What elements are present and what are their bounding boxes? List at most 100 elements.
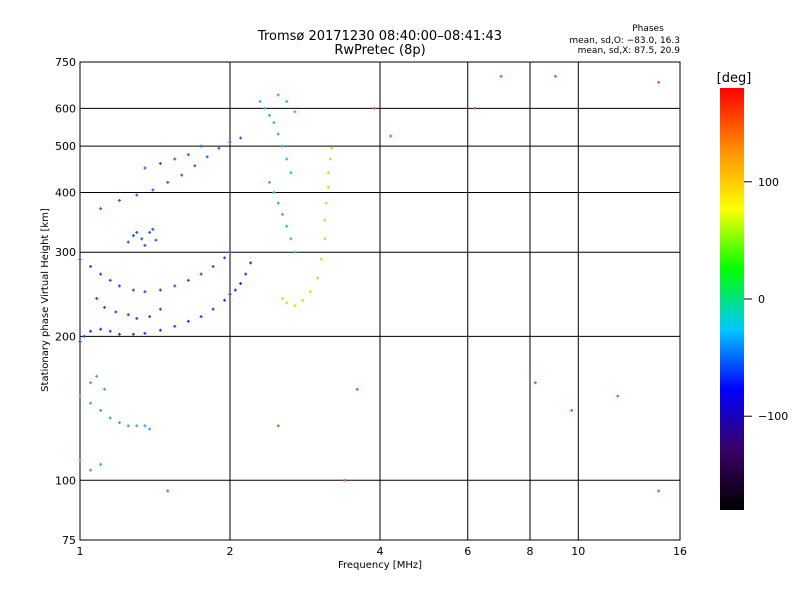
data-point [657,80,661,84]
data-point [131,288,135,292]
x-tick-label: 10 [571,545,585,558]
phase-stats-x: mean, sd,X: 87.5, 20.9 [578,46,681,56]
data-point [272,121,276,125]
data-point [239,282,243,286]
data-point [657,489,661,493]
data-point [276,201,280,205]
data-point [289,237,293,241]
data-point [343,478,347,482]
data-point [131,332,135,336]
data-point [228,140,232,144]
data-point [293,110,297,114]
data-point [117,198,121,202]
colorbar-unit: [deg] [717,71,752,86]
data-point [117,284,121,288]
x-tick-label: 4 [377,545,384,558]
data-point [95,374,99,378]
data-point [553,74,557,78]
x-tick-label: 6 [464,545,471,558]
data-point [78,257,82,261]
data-point [186,319,190,323]
data-point [289,171,293,175]
x-tick-label: 1 [77,545,84,558]
data-point [158,288,162,292]
data-point [148,315,152,319]
chart-subtitle: RwPretec (8p) [334,43,425,58]
data-point [154,238,158,242]
data-point [326,185,330,189]
y-tick-label: 600 [55,102,76,115]
data-point [117,332,121,336]
data-point [173,157,177,161]
data-point [239,136,243,140]
data-point [326,171,330,175]
colorbar-tick-labels: 100 0 −100 [744,176,788,423]
x-tick-labels: 1 2 4 6 8 10 16 [77,545,688,558]
data-point [158,328,162,332]
colorbar-tick-label: 100 [758,176,779,189]
data-point [267,113,271,117]
colorbar-tick-label: 0 [758,293,765,306]
data-point [249,261,253,265]
data-point [285,157,289,161]
data-point [211,265,215,269]
data-point [126,424,130,428]
data-point [285,224,289,228]
data-points [78,74,661,493]
data-point [135,193,139,197]
data-point [228,250,232,254]
data-point [135,230,139,234]
data-point [89,329,93,333]
data-point [148,230,152,234]
data-point [330,146,334,150]
data-point [199,272,203,276]
data-point [126,240,130,244]
data-point [228,292,232,296]
y-tick-label: 400 [55,186,76,199]
data-point [233,288,237,292]
data-point [108,329,112,333]
data-point [276,93,280,97]
y-tick-label: 100 [55,474,76,487]
data-point [323,237,327,241]
data-point [293,250,297,254]
data-point [263,106,267,110]
data-point [323,218,327,222]
data-point [78,458,82,462]
data-point [199,144,203,148]
data-point [108,416,112,420]
data-point [533,381,537,385]
data-point [140,237,144,241]
data-point [173,324,177,328]
y-tick-label: 75 [62,534,76,547]
data-point [244,272,248,276]
data-point [276,132,280,136]
data-point [89,265,93,269]
data-point [186,153,190,157]
phase-stats-o: mean, sd,O: −83.0, 16.3 [569,36,680,46]
data-point [151,188,155,192]
data-point [99,207,103,211]
data-point [99,408,103,412]
data-point [258,100,262,104]
data-point [217,146,221,150]
x-axis-label: Frequency [MHz] [338,560,422,571]
data-point [616,394,620,398]
plot-area: 1 2 4 6 8 10 16 75 100 200 300 400 500 600 750 [55,56,687,558]
data-point [281,144,285,148]
data-point [103,387,107,391]
data-point [158,161,162,165]
data-point [148,427,152,431]
data-point [143,243,147,247]
data-point [223,298,227,302]
data-point [186,278,190,282]
data-point [319,257,323,261]
data-point [135,316,139,320]
data-point [281,212,285,216]
data-point [126,313,130,317]
y-tick-labels: 75 100 200 300 400 500 600 750 [55,56,76,547]
data-point [117,421,121,425]
y-tick-label: 500 [55,140,76,153]
chart-title: Tromsø 20171230 08:40:00–08:41:43 [257,29,502,44]
